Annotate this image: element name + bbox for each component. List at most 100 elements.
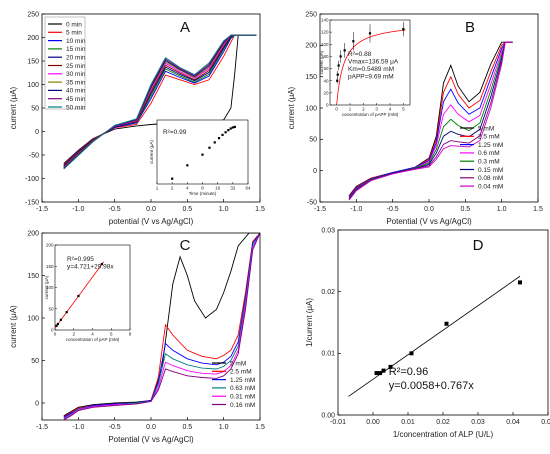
panel-d-x-tick-label: 0.04: [506, 419, 520, 426]
panel-b-inset-y-tick-label: 20: [323, 90, 329, 95]
panel-d-x-tick-label: 0.02: [436, 419, 450, 426]
panel-a-inset-x-label: Time (minute): [189, 191, 217, 196]
panel-b-inset-fit-curve: [336, 29, 406, 104]
panel-c-inset-point: [59, 318, 63, 321]
panel-a-inset-point: [213, 141, 216, 144]
panel-a-y-axis-label: current (μA): [9, 86, 18, 129]
panel-a-legend-label: 50 min: [66, 104, 86, 111]
panel-a-y-tick-label: 250: [27, 11, 39, 18]
panel-c-inset-x-label: concentration of pAP (mM): [66, 337, 120, 342]
panel-d-data-point: [409, 351, 414, 356]
panel-c-inset-y-tick-label: 200: [46, 243, 54, 248]
panel-c-y-tick-label: 100: [27, 315, 39, 322]
panel-b-legend-label: 0.3 mM: [478, 159, 500, 166]
panel-b-x-axis-label: Potential (V vs Ag/AgCl): [386, 217, 472, 226]
panel-a-y-tick-label: 0: [35, 129, 39, 136]
panel-c-legend-label: 0.31 mM: [230, 394, 255, 401]
panel-b-inset-y-tick-label: 40: [323, 78, 329, 83]
panel-a-legend-label: 40 min: [66, 88, 86, 95]
panel-c-x-tick-label: -1.0: [72, 424, 84, 431]
panel-c-inset-point: [65, 311, 68, 314]
panel-c-inset-y-label: current (μA): [44, 275, 49, 299]
panel-b-x-tick-label: -1.0: [350, 206, 362, 213]
panel-a-inset-x-tick-label: 4: [186, 186, 189, 191]
panel-b: -1.5 -1.0 -0.5 0.0 0.5 1.0 1.5-500501001502002…: [287, 11, 543, 226]
panel-b-x-tick-label: -0.5: [387, 206, 399, 213]
panel-a-legend-label: 15 min: [66, 46, 86, 53]
panel-b-label: B: [465, 19, 475, 36]
panel-b-x-tick-label: 0.0: [424, 206, 434, 213]
panel-c-x-tick-label: 1.5: [255, 424, 265, 431]
panel-a-legend-label: 20 min: [66, 55, 86, 62]
panel-c-y-tick-label: 50: [31, 358, 39, 365]
panel-b-x-tick-label: 1.5: [533, 206, 543, 213]
panel-b-inset-point: [352, 40, 355, 43]
panel-a-x-tick-label: -1.5: [36, 206, 48, 213]
panel-c-inset-x-tick-label: 2: [72, 332, 75, 337]
panel-b-inset-point: [343, 49, 346, 52]
panel-a-legend-label: 35 min: [66, 79, 86, 86]
panel-a-label: A: [180, 19, 190, 36]
panel-a-legend-label: 0 min: [66, 21, 82, 28]
panel-a-y-tick-label: -150: [25, 199, 39, 206]
panel-a-inset-point: [221, 133, 224, 137]
panel-a-inset-point: [224, 131, 227, 134]
panel-c-x-tick-label: 1.0: [219, 424, 229, 431]
panel-d-fit-line: [348, 275, 521, 397]
panel-a-y-tick-label: 100: [27, 82, 39, 89]
panel-b-x-tick-label: 1.0: [497, 206, 507, 213]
panel-b-inset-point: [337, 64, 340, 67]
panel-b-inset-annotation: Km=0.5489 mM: [348, 66, 394, 73]
panel-c-series-line-3: [63, 233, 260, 418]
panel-c-legend-label: 1.25 mM: [230, 377, 255, 384]
panel-c-inset-y-tick-label: 50: [48, 306, 54, 311]
panel-b-inset-x-tick-label: 1: [349, 107, 352, 112]
panel-c-legend-label: 2.5 mM: [230, 369, 252, 376]
panel-a-x-axis-label: potential (V vs Ag/AgCl): [109, 217, 194, 226]
panel-b-legend-label: 2.5 mM: [478, 134, 500, 141]
panel-b-y-tick-label: 150: [305, 74, 317, 81]
panel-b-inset-x-label: concentration of pAPP (mM): [342, 112, 399, 117]
panel-a-series-line-11: [63, 34, 257, 170]
panel-c-y-axis-label: current (μA): [9, 305, 18, 348]
panel-c-inset-annotation: R²=0.995: [67, 256, 94, 263]
panel-c-inset-y-tick-label: 0: [51, 328, 54, 333]
panel-a-y-tick-label: -100: [25, 176, 39, 183]
panel-c-legend-label: 0.63 mM: [230, 385, 255, 392]
panel-b-y-tick-label: 0: [313, 168, 317, 175]
panel-d-y-axis-label: 1/current (μA): [305, 298, 314, 347]
panel-d-x-axis-label: 1/concentration of ALP (U/L): [393, 430, 494, 439]
panel-c-inset-point: [55, 324, 58, 327]
panel-b-inset-annotation: R²=0.88: [348, 51, 372, 58]
panel-b-legend-label: 0.04 mM: [478, 183, 503, 190]
panel-a-inset-point: [217, 137, 221, 140]
panel-c-inset-annotation: y=4.721+29.98x: [67, 264, 114, 271]
panel-d-data-point: [444, 321, 449, 326]
panel-a-inset-y-label: current (μA): [149, 140, 154, 164]
panel-b-inset-y-tick-label: 60: [323, 66, 329, 71]
panel-b-y-tick-label: 200: [305, 43, 317, 50]
panel-c-inset-x-tick-label: 8: [129, 332, 132, 337]
panel-a-inset-x-tick-label: 32: [230, 186, 236, 191]
panel-a-inset-x-tick-label: 8: [201, 186, 204, 191]
panel-c-inset-y-tick-label: 150: [46, 264, 54, 269]
panel-d-annotation: R²=0.96: [389, 366, 428, 378]
panel-d-label: D: [473, 237, 484, 254]
panel-b-inset-y-tick-label: 100: [321, 42, 329, 47]
panel-d-data-point: [378, 371, 382, 376]
panel-c-y-tick-label: 150: [27, 273, 39, 280]
panel-d-data-point: [518, 280, 522, 285]
panel-d-data-point: [381, 368, 386, 373]
panel-d-x-tick-label: 0.05: [541, 419, 550, 426]
panel-d-x-tick-label: 0.03: [471, 419, 485, 426]
panel-a-y-tick-label: 150: [27, 58, 39, 65]
panel-b-inset-point: [402, 28, 405, 31]
panel-a-inset-x-tick-label: 1: [156, 186, 159, 191]
panel-d-x-tick-label: 0.01: [401, 419, 415, 426]
panel-b-inset-x-tick-label: 2: [362, 107, 365, 112]
panel-b-x-tick-label: 0.5: [460, 206, 470, 213]
panel-b-legend-label: 5 mM: [478, 125, 494, 132]
panel-b-x-tick-label: -1.5: [314, 206, 326, 213]
panel-b-legend-label: 1.25 mM: [478, 142, 503, 149]
panel-a-inset-point: [208, 146, 211, 149]
